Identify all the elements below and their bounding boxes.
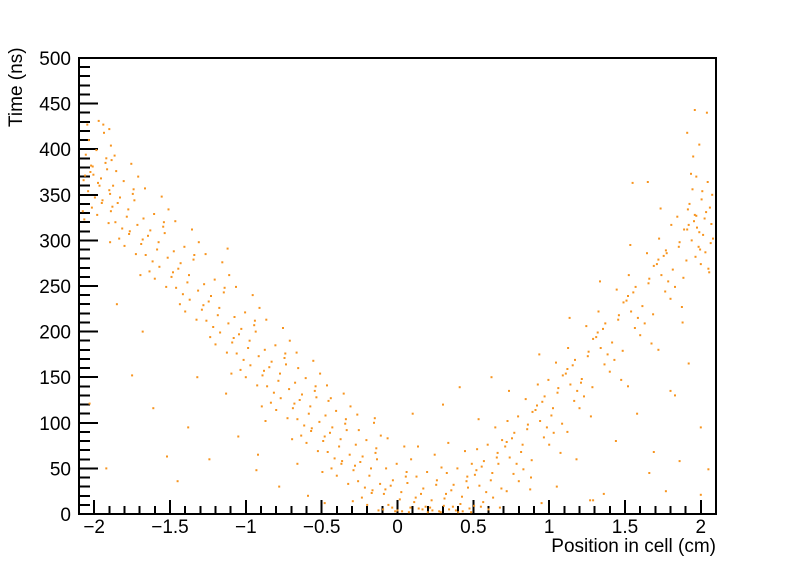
svg-text:1: 1 (544, 517, 555, 538)
x-tick-labels: −2 −1.5 −1 −0.5 0 0.5 1 1.5 2 (83, 517, 706, 538)
x-axis-ticks (93, 500, 702, 514)
scatter-points (81, 109, 714, 514)
svg-text:2: 2 (696, 517, 707, 538)
svg-text:400: 400 (39, 140, 71, 161)
x-axis-title: Position in cell (cm) (551, 536, 716, 557)
svg-text:−2: −2 (83, 517, 105, 538)
svg-text:100: 100 (39, 414, 71, 435)
svg-text:300: 300 (39, 231, 71, 252)
svg-text:450: 450 (39, 95, 71, 116)
svg-text:0: 0 (392, 517, 403, 538)
svg-text:250: 250 (39, 277, 71, 298)
svg-text:200: 200 (39, 323, 71, 344)
svg-text:50: 50 (50, 459, 71, 480)
svg-text:−0.5: −0.5 (303, 517, 341, 538)
y-axis-ticks (79, 57, 98, 515)
svg-text:150: 150 (39, 368, 71, 389)
plot-frame (78, 57, 717, 515)
svg-text:350: 350 (39, 186, 71, 207)
svg-text:500: 500 (39, 49, 71, 70)
y-axis-title: Time (ns) (6, 47, 27, 127)
svg-text:0.5: 0.5 (460, 517, 486, 538)
svg-text:−1.5: −1.5 (151, 517, 189, 538)
svg-text:0: 0 (60, 505, 71, 526)
svg-text:−1: −1 (235, 517, 257, 538)
svg-text:1.5: 1.5 (612, 517, 638, 538)
y-tick-labels: 0 50 100 150 200 250 300 350 400 450 500 (39, 49, 71, 526)
